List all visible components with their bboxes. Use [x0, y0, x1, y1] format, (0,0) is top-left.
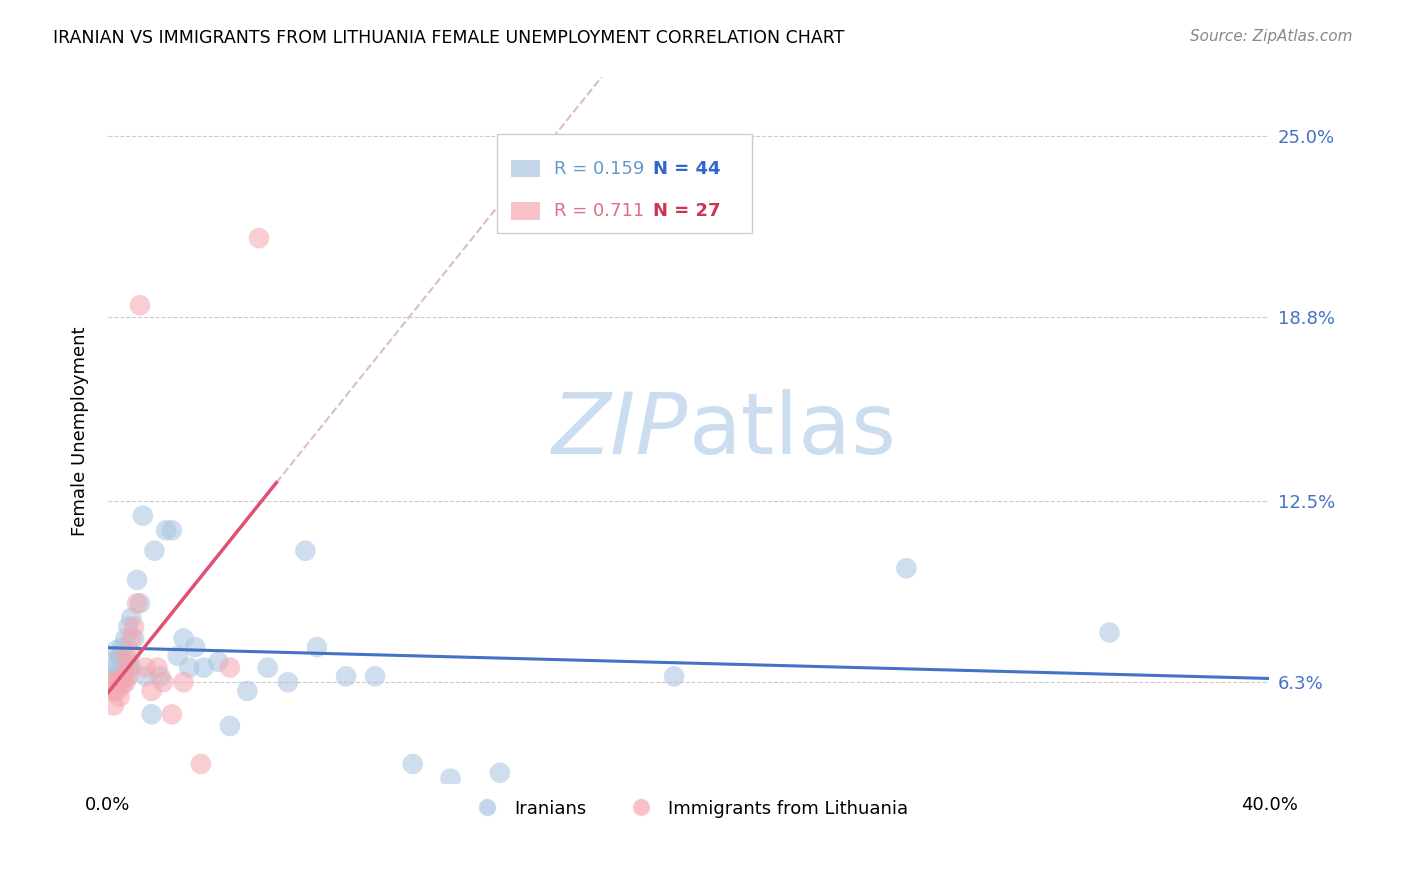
Point: [152, 675, 174, 690]
Point: [105, 684, 128, 698]
Point: [294, 543, 316, 558]
Y-axis label: Female Unemployment: Female Unemployment: [72, 326, 89, 536]
Point: [105, 643, 128, 657]
Point: [305, 640, 328, 654]
Point: [117, 669, 139, 683]
Bar: [510, 160, 540, 178]
Point: [172, 632, 194, 646]
Point: [143, 543, 166, 558]
Text: N = 27: N = 27: [652, 202, 720, 220]
Point: [179, 660, 201, 674]
Text: ZIP: ZIP: [553, 390, 689, 473]
Point: [219, 660, 242, 674]
Point: [114, 675, 136, 690]
Point: [117, 655, 139, 669]
Point: [103, 684, 125, 698]
Point: [193, 660, 215, 674]
Point: [114, 648, 136, 663]
Point: [108, 675, 131, 690]
Text: N = 44: N = 44: [652, 160, 720, 178]
Point: [662, 669, 685, 683]
Point: [120, 632, 142, 646]
Point: [172, 675, 194, 690]
Point: [166, 648, 188, 663]
Point: [111, 660, 134, 674]
Point: [1098, 625, 1121, 640]
Point: [247, 231, 270, 245]
FancyBboxPatch shape: [496, 134, 752, 233]
Point: [111, 678, 134, 692]
Bar: [510, 202, 540, 220]
Point: [335, 669, 357, 683]
Point: [141, 707, 163, 722]
Point: [114, 669, 136, 683]
Point: [103, 655, 125, 669]
Point: [117, 620, 139, 634]
Point: [207, 655, 229, 669]
Point: [184, 640, 207, 654]
Point: [108, 690, 131, 704]
Point: [117, 660, 139, 674]
Text: R = 0.711: R = 0.711: [554, 202, 644, 220]
Point: [122, 620, 145, 634]
Point: [236, 684, 259, 698]
Point: [489, 765, 512, 780]
Point: [105, 675, 128, 690]
Point: [402, 756, 425, 771]
Point: [120, 646, 142, 660]
Point: [120, 660, 142, 674]
Point: [100, 675, 122, 690]
Point: [160, 707, 183, 722]
Point: [129, 596, 152, 610]
Point: [114, 632, 136, 646]
Point: [141, 684, 163, 698]
Point: [129, 298, 152, 312]
Point: [146, 660, 169, 674]
Point: [125, 596, 148, 610]
Point: [219, 719, 242, 733]
Point: [108, 648, 131, 663]
Point: [155, 523, 177, 537]
Point: [105, 669, 128, 683]
Point: [122, 632, 145, 646]
Point: [103, 698, 125, 713]
Point: [120, 611, 142, 625]
Point: [277, 675, 299, 690]
Point: [132, 508, 155, 523]
Point: [108, 675, 131, 690]
Point: [103, 660, 125, 674]
Point: [149, 669, 172, 683]
Point: [111, 640, 134, 654]
Point: [125, 573, 148, 587]
Text: atlas: atlas: [689, 390, 897, 473]
Point: [190, 756, 212, 771]
Text: IRANIAN VS IMMIGRANTS FROM LITHUANIA FEMALE UNEMPLOYMENT CORRELATION CHART: IRANIAN VS IMMIGRANTS FROM LITHUANIA FEM…: [53, 29, 845, 46]
Point: [135, 660, 157, 674]
Point: [135, 669, 157, 683]
Legend: Iranians, Immigrants from Lithuania: Iranians, Immigrants from Lithuania: [463, 792, 915, 825]
Text: R = 0.159: R = 0.159: [554, 160, 644, 178]
Text: Source: ZipAtlas.com: Source: ZipAtlas.com: [1189, 29, 1353, 44]
Point: [439, 772, 461, 786]
Point: [364, 669, 387, 683]
Point: [111, 669, 134, 683]
Point: [256, 660, 278, 674]
Point: [160, 523, 183, 537]
Point: [896, 561, 918, 575]
